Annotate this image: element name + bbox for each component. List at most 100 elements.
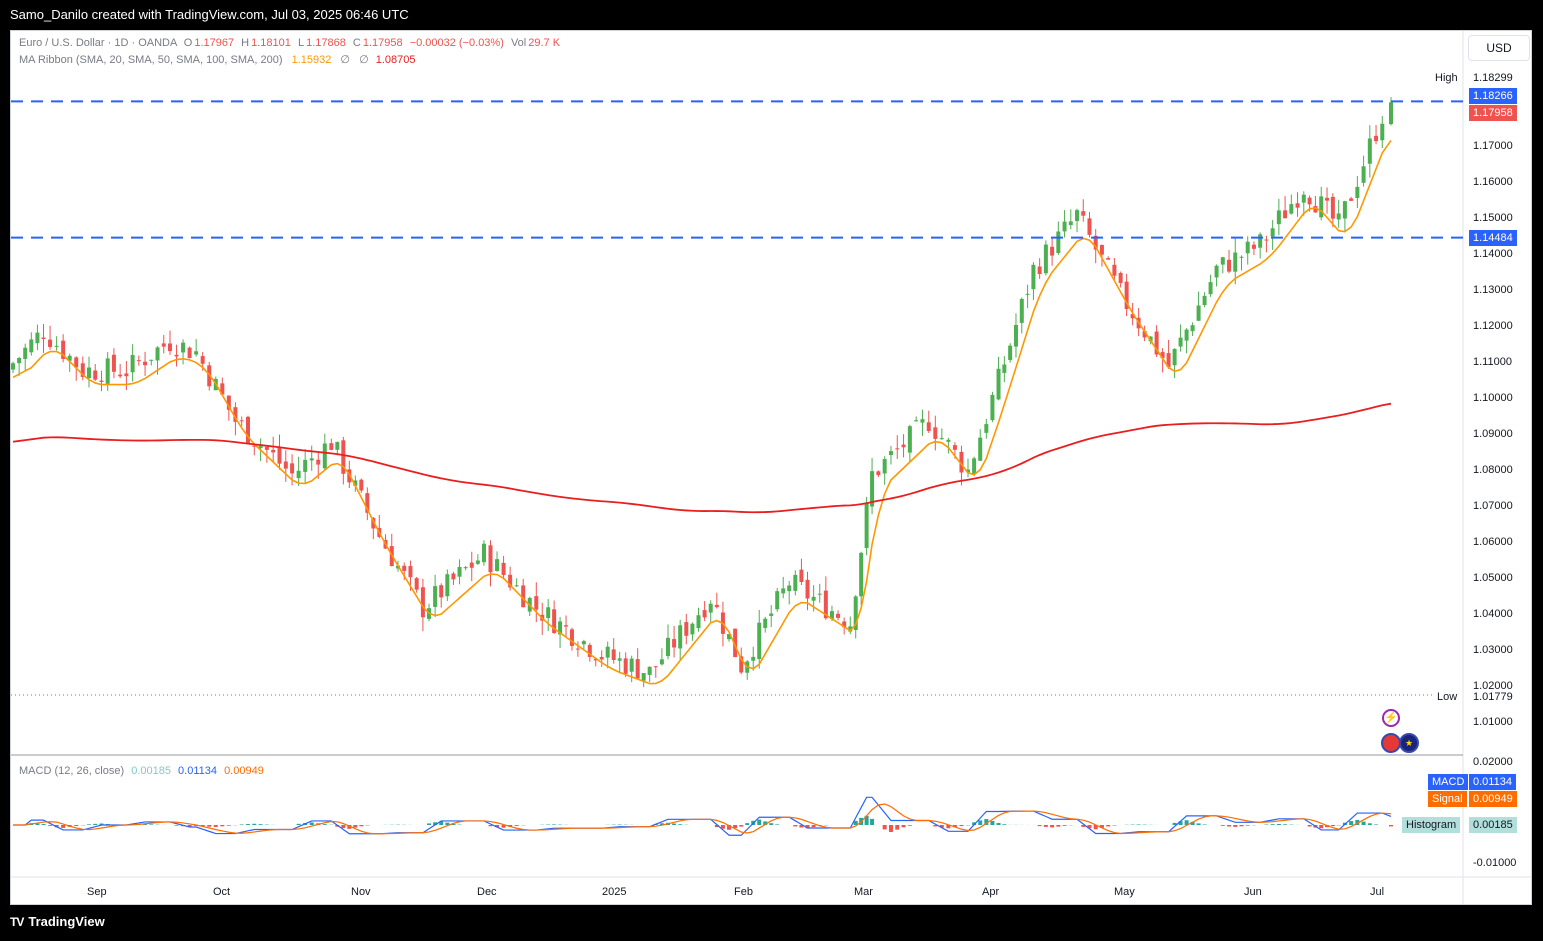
histogram-bar — [978, 820, 983, 825]
candle-body — [420, 587, 425, 618]
hline-bottom-value: 1.14484 — [1469, 230, 1517, 246]
candle-body — [1142, 331, 1147, 338]
symbol-legend[interactable]: Euro / U.S. Dollar · 1D · OANDA O 1.17967… — [19, 37, 560, 49]
time-tick: Apr — [982, 886, 1000, 898]
candle-body — [118, 374, 123, 377]
candle-body — [1220, 257, 1225, 265]
histogram-bar — [1093, 825, 1098, 830]
price-tick: 1.06000 — [1473, 536, 1513, 548]
macd-tag-value: 0.01134 — [1469, 774, 1516, 790]
histogram-bar — [309, 822, 314, 825]
candle-body — [793, 574, 798, 591]
histogram-bar — [296, 823, 301, 825]
candle-body — [1160, 352, 1165, 359]
candle-body — [277, 447, 282, 464]
histogram-bar — [1389, 825, 1393, 827]
histogram-bar — [678, 824, 683, 825]
histogram-bar — [41, 824, 46, 825]
macd-line — [13, 796, 1392, 836]
symbol-name: Euro / U.S. Dollar · 1D · OANDA — [19, 37, 177, 49]
open-value: 1.17967 — [194, 37, 235, 49]
hline-top-value: 1.18266 — [1469, 88, 1517, 104]
time-tick: Feb — [734, 886, 753, 898]
candle-body — [617, 658, 622, 661]
top-bar: Samo_Danilo created with TradingView.com… — [0, 0, 1543, 30]
histogram-bar — [959, 825, 964, 827]
candle-body — [702, 610, 707, 618]
candle-body — [564, 625, 569, 627]
macd-legend[interactable]: MACD (12, 26, close) 0.00185 0.01134 0.0… — [19, 765, 264, 777]
histogram-bar — [87, 824, 92, 825]
candle-body — [1172, 348, 1177, 366]
vol-value: 29.7 K — [528, 37, 561, 49]
change-value: −0.00032 (−0.03%) — [409, 37, 504, 49]
ma-title: MA Ribbon (SMA, 20, SMA, 50, SMA, 100, S… — [19, 54, 283, 66]
credit-text: Samo_Danilo created with TradingView.com… — [10, 7, 409, 22]
candle-body — [61, 340, 66, 359]
candle-body — [665, 637, 670, 657]
candle-body — [534, 596, 539, 610]
macd-title: MACD (12, 26, close) — [19, 765, 125, 777]
candle-body — [848, 626, 853, 632]
lightning-icon[interactable]: ⚡ — [1382, 709, 1400, 727]
candle-body — [495, 559, 500, 571]
candle-body — [901, 444, 906, 448]
chart-panel[interactable]: Euro / U.S. Dollar · 1D · OANDA O 1.17967… — [10, 30, 1532, 905]
candle-body — [1251, 244, 1256, 249]
candle-body — [1196, 305, 1201, 321]
candle-body — [1050, 246, 1055, 256]
high-value: 1.18101 — [251, 37, 291, 49]
histogram-bar — [514, 825, 519, 826]
histogram-bar — [805, 825, 810, 829]
histogram-bar — [1220, 825, 1225, 826]
histogram-bar — [1136, 824, 1141, 825]
histogram-bar — [996, 823, 1001, 825]
low-tag-label: Low — [1433, 689, 1462, 705]
candle-body — [1342, 201, 1347, 219]
price-chart-svg[interactable] — [11, 31, 1532, 905]
histogram-bar — [1227, 825, 1232, 827]
candle-body — [1184, 329, 1189, 341]
candle-body — [1289, 204, 1294, 214]
histogram-bar — [990, 821, 995, 825]
candle-body — [972, 458, 977, 474]
candle-body — [1374, 135, 1379, 142]
histogram-bar — [888, 825, 893, 832]
histogram-bar — [952, 825, 957, 828]
histogram-bar — [1319, 825, 1324, 829]
candle-body — [1227, 259, 1232, 272]
candle-body — [111, 354, 116, 372]
candle-body — [67, 355, 72, 361]
ma-legend[interactable]: MA Ribbon (SMA, 20, SMA, 50, SMA, 100, S… — [19, 53, 415, 66]
candle-body — [469, 562, 474, 568]
histogram-bar — [882, 825, 887, 830]
macd-tick-top: 0.02000 — [1473, 756, 1513, 768]
brand-name: TradingView — [28, 914, 105, 929]
histogram-bar — [1270, 824, 1275, 825]
histogram-bar — [1190, 821, 1195, 825]
histogram-bar — [149, 824, 154, 825]
price-tick: 1.10000 — [1473, 392, 1513, 404]
currency-button[interactable]: USD — [1468, 35, 1530, 61]
macd-signal-value: 0.00949 — [224, 765, 264, 777]
candle-body — [365, 493, 370, 513]
candle-body — [1233, 252, 1238, 272]
histogram-bar — [946, 825, 951, 829]
candle-body — [1099, 244, 1104, 255]
histogram-bar — [445, 822, 450, 825]
ma100-value: ∅ — [359, 54, 369, 66]
histogram-bar — [439, 821, 444, 825]
price-tick: 1.11000 — [1473, 356, 1512, 368]
ma20-line — [12, 139, 1392, 685]
histogram-bar — [187, 825, 192, 827]
us-flag-icon[interactable] — [1381, 733, 1401, 753]
candle-body — [546, 607, 551, 618]
candle-body — [1319, 196, 1324, 218]
candle-body — [335, 441, 340, 450]
close-value: 1.17958 — [362, 37, 403, 49]
candle-body — [29, 339, 34, 353]
candle-body — [233, 407, 238, 422]
candle-body — [1178, 337, 1183, 347]
eu-flag-icon[interactable]: ★ — [1399, 733, 1419, 753]
candle-body — [569, 629, 574, 646]
